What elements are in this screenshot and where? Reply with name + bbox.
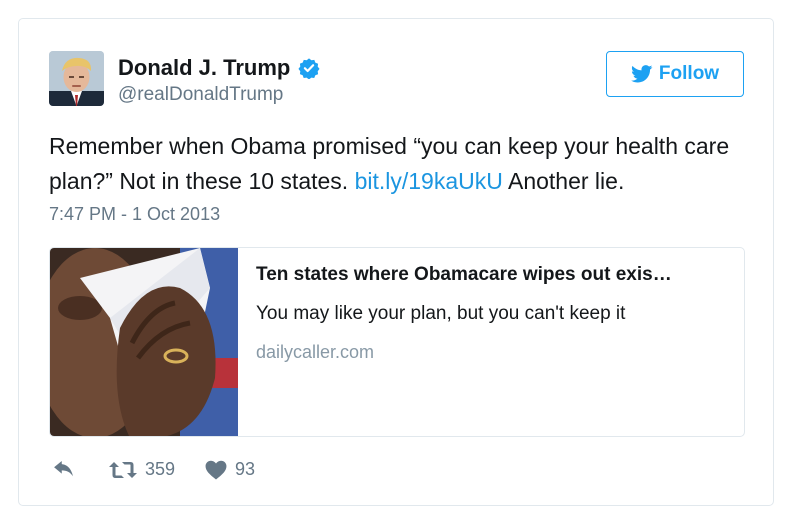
tweet-text-tail: Another lie. — [502, 168, 625, 194]
link-preview-description: You may like your plan, but you can't ke… — [256, 303, 626, 324]
tweet-timestamp[interactable]: 7:47 PM - 1 Oct 2013 — [49, 204, 221, 224]
retweet-icon — [109, 461, 137, 478]
follow-button[interactable]: Follow — [606, 51, 744, 97]
retweet-count: 359 — [145, 459, 176, 479]
retweet-button[interactable]: 359 — [109, 459, 175, 480]
reply-icon — [54, 460, 73, 476]
verified-badge-icon — [298, 58, 320, 79]
like-count: 93 — [235, 459, 256, 479]
tweet-actions: 359 93 — [53, 459, 255, 480]
tweet-card: Donald J. Trump @realDonaldTrump Follow … — [18, 18, 774, 506]
tweet-text-body: Remember when Obama promised “you can ke… — [49, 133, 730, 194]
link-preview-card[interactable]: Ten states where Obamacare wipes out exi… — [49, 247, 745, 437]
avatar[interactable] — [49, 51, 104, 106]
tweet-text: Remember when Obama promised “you can ke… — [49, 129, 739, 199]
link-preview-title: Ten states where Obamacare wipes out exi… — [256, 264, 672, 285]
avatar-image — [49, 51, 104, 106]
reply-button[interactable] — [53, 460, 75, 479]
tweet-link[interactable]: bit.ly/19kaUkU — [354, 168, 503, 194]
like-button[interactable]: 93 — [205, 459, 255, 480]
link-preview-body: Ten states where Obamacare wipes out exi… — [256, 264, 731, 363]
heart-icon — [205, 460, 227, 480]
link-preview-domain: dailycaller.com — [256, 342, 375, 362]
follow-label: Follow — [658, 63, 720, 84]
link-preview-image — [50, 248, 238, 436]
author-row: Donald J. Trump — [118, 55, 320, 81]
twitter-bird-icon — [630, 65, 653, 83]
author-handle[interactable]: @realDonaldTrump — [118, 84, 284, 105]
author-name[interactable]: Donald J. Trump — [118, 55, 291, 80]
